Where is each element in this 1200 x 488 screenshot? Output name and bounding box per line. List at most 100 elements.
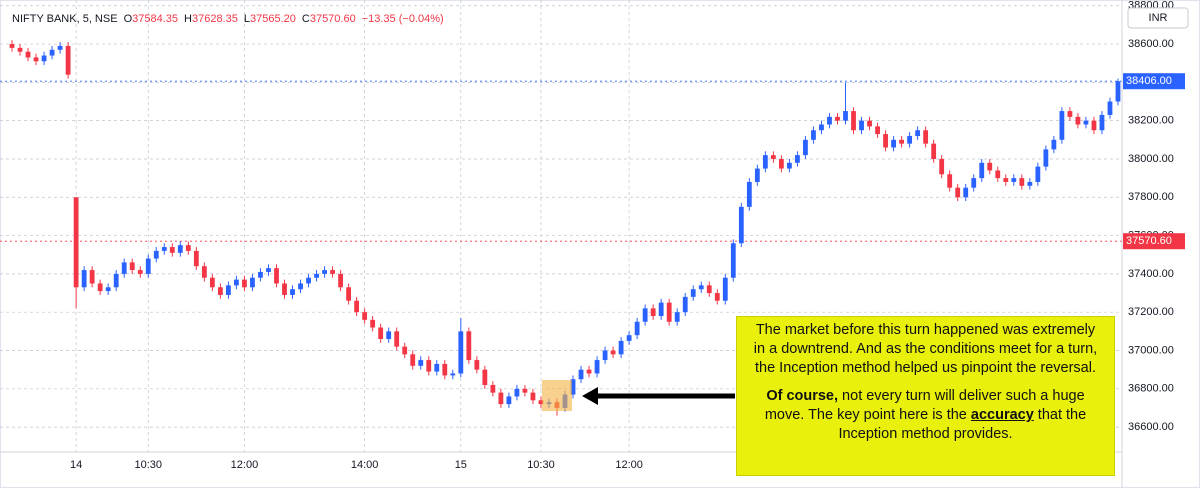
- candle-body: [770, 155, 776, 159]
- candle-body: [690, 289, 696, 297]
- candle-body: [458, 331, 464, 374]
- candle-body: [714, 293, 720, 301]
- candle-body: [843, 111, 848, 121]
- candle-body: [827, 116, 832, 125]
- candle-body: [25, 51, 31, 58]
- candle-body: [786, 162, 792, 169]
- candle-body: [514, 388, 520, 397]
- highlight-box: [542, 380, 572, 411]
- candle-body: [1115, 81, 1121, 102]
- candle-body: [177, 245, 183, 253]
- candle-body: [939, 158, 945, 175]
- change: −13.35 (−0.04%): [362, 13, 444, 25]
- candle-body: [698, 285, 704, 290]
- candle-body: [81, 270, 87, 288]
- candle-body: [594, 360, 600, 374]
- annotation-emphasis: accuracy: [970, 407, 1034, 423]
- price-label-box: [1123, 233, 1185, 250]
- quote-key: C: [302, 13, 310, 25]
- y-tick-label: 38800.00: [1128, 0, 1174, 12]
- annotation-paragraph-2: Of course, not every turn will deliver s…: [751, 387, 1100, 444]
- candle-body: [153, 250, 159, 259]
- candle-body: [193, 250, 199, 267]
- candle-body: [931, 143, 937, 159]
- candle-body: [378, 327, 384, 339]
- x-tick-label: 12:00: [615, 459, 643, 471]
- candle-body: [875, 126, 880, 135]
- candle-body: [602, 350, 608, 361]
- candle-body: [987, 162, 993, 171]
- candle-body: [1075, 116, 1081, 125]
- candle-body: [209, 277, 215, 288]
- candle-body: [201, 266, 207, 278]
- x-tick-label: 14:00: [351, 459, 379, 471]
- candle-body: [57, 45, 63, 50]
- candle-body: [835, 116, 840, 121]
- candle-body: [674, 312, 680, 322]
- candle-body: [746, 181, 752, 207]
- candle-body: [105, 287, 111, 292]
- currency[interactable]: INR: [1149, 12, 1168, 24]
- quote-key: H: [184, 13, 192, 25]
- y-tick-label: 38200.00: [1128, 115, 1174, 127]
- x-tick-label: 10:30: [527, 459, 555, 471]
- candle-body: [466, 331, 472, 361]
- candle-body: [722, 277, 728, 301]
- candle-body: [498, 392, 504, 405]
- x-tick-label: 15: [455, 459, 467, 471]
- candle-body: [738, 206, 744, 244]
- axis-labels: 36600.00 36800.00 37000.00 37200.00 37400.00…: [70, 0, 1185, 471]
- symbol: NIFTY BANK, 5, NSE: [12, 13, 118, 25]
- annotation-paragraph: The market before this turn happened was…: [753, 322, 1098, 376]
- candle-body: [1083, 120, 1089, 125]
- candle-body: [995, 170, 1001, 179]
- candle-body: [642, 308, 648, 322]
- annotation-lead: Of course,: [766, 388, 839, 404]
- y-tick-label: 38600.00: [1128, 38, 1174, 50]
- candle-body: [73, 197, 79, 288]
- candle-body: [971, 178, 977, 188]
- y-tick-label: 36600.00: [1128, 421, 1174, 433]
- quote-key: L: [244, 13, 250, 25]
- y-tick-label: 37000.00: [1128, 344, 1174, 356]
- candle-body: [169, 247, 175, 253]
- candle-body: [610, 350, 616, 355]
- candle-body: [225, 285, 231, 295]
- candle-body: [322, 270, 327, 274]
- x-tick-label: 10:30: [134, 459, 162, 471]
- candle-body: [402, 346, 408, 355]
- candle-body: [1011, 178, 1017, 182]
- candle-body: [754, 168, 760, 182]
- candle-body: [811, 130, 816, 140]
- candle-body: [450, 373, 456, 376]
- candle-body: [330, 270, 335, 274]
- price-label-box: [1123, 73, 1185, 90]
- candle-body: [17, 47, 23, 52]
- candle-body: [1107, 101, 1113, 115]
- y-tick-label: 37200.00: [1128, 306, 1174, 318]
- y-tick-label: 37400.00: [1128, 268, 1174, 280]
- candle-body: [121, 262, 127, 274]
- candle-body: [923, 130, 929, 144]
- candle-body: [618, 340, 624, 355]
- candle-body: [250, 277, 255, 288]
- candle-body: [434, 363, 440, 372]
- candle-body: [33, 57, 39, 62]
- candle-body: [947, 174, 953, 188]
- candle-body: [217, 287, 223, 295]
- currency-button[interactable]: [1127, 7, 1189, 29]
- candle-body: [386, 331, 392, 339]
- quote-value: 37565.20: [250, 13, 296, 25]
- candle-body: [778, 158, 784, 169]
- candle-body: [506, 396, 512, 405]
- candle-body: [851, 111, 856, 131]
- annotation: The market before this turn happened was…: [736, 316, 1115, 476]
- y-tick-label: 37800.00: [1128, 191, 1174, 203]
- candle-body: [1099, 114, 1105, 131]
- candle-body: [915, 130, 921, 136]
- candle-body: [867, 120, 872, 127]
- arrow-head: [582, 387, 598, 405]
- candle-body: [314, 273, 319, 278]
